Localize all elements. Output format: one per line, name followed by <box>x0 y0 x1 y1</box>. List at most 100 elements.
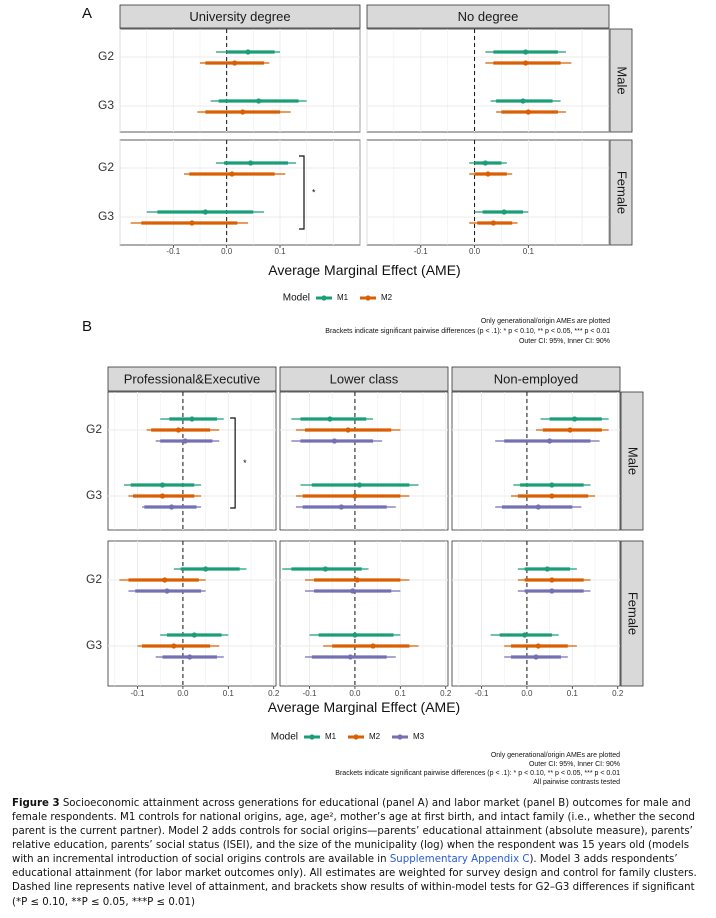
panel-label: B <box>82 318 92 335</box>
point-estimate-m2 <box>162 577 168 583</box>
point-estimate-m2 <box>549 577 555 583</box>
point-estimate-m1 <box>256 98 262 104</box>
x-tick-label: 0.0 <box>177 689 189 698</box>
point-estimate-m3 <box>533 654 539 660</box>
point-estimate-m2 <box>175 427 181 433</box>
point-estimate-m2 <box>240 109 246 115</box>
column-strip-label: Lower class <box>330 371 399 386</box>
point-estimate-m1 <box>571 416 578 422</box>
caption-text-1: Socioeconomic attainment across generati… <box>12 798 696 866</box>
legend-entry-m1: M1 <box>325 732 337 741</box>
point-estimate-m1 <box>549 482 555 488</box>
column-strip <box>107 366 277 392</box>
point-estimate-m3 <box>182 438 188 444</box>
figure-3: A University degree No degree Male Female G2 G… <box>82 4 644 785</box>
y-tick-label: G2 <box>98 49 114 63</box>
point-estimate-m1 <box>523 49 529 55</box>
y-tick-label: G3 <box>98 98 114 112</box>
point-estimate-m3 <box>547 438 553 444</box>
row-strip <box>609 139 633 246</box>
point-estimate-m2 <box>549 493 555 499</box>
x-tick-label: 0.2 <box>268 689 280 698</box>
point-estimate-m1 <box>352 632 358 638</box>
y-tick-label: G3 <box>98 209 114 223</box>
point-estimate-m3 <box>187 654 193 660</box>
column-strip-label: No degree <box>458 9 519 24</box>
x-tick-label: 0.2 <box>612 689 624 698</box>
point-estimate-m1 <box>159 482 166 488</box>
y-tick-label: G3 <box>86 488 102 502</box>
y-tick-label: G2 <box>86 422 102 436</box>
row-strip-label: Male <box>626 447 641 475</box>
caption-text-2: ). Model 3 adds respondents’ educational… <box>12 854 697 908</box>
row-strip-label: Female <box>626 592 641 635</box>
point-estimate-m3 <box>338 504 344 510</box>
x-axis-label: Average Marginal Effect (AME) <box>268 699 460 715</box>
point-estimate-m1 <box>520 98 526 104</box>
point-estimate-m2 <box>159 493 166 499</box>
y-tick-label: G2 <box>86 572 102 586</box>
point-estimate-m3 <box>350 588 356 594</box>
point-estimate-m2 <box>523 60 529 66</box>
point-estimate-m1 <box>482 160 488 166</box>
facet-panel <box>119 139 361 246</box>
supplementary-appendix-link[interactable]: Supplementary Appendix C <box>389 854 530 866</box>
point-estimate-m2 <box>485 171 491 177</box>
chart-note: Brackets indicate significant pairwise d… <box>335 770 620 777</box>
row-strip <box>620 540 644 687</box>
row-strip-label: Male <box>615 66 630 94</box>
point-estimate-m3 <box>168 504 175 510</box>
x-tick-label: -0.1 <box>414 247 428 256</box>
point-estimate-m2 <box>352 493 358 499</box>
point-estimate-m1 <box>322 566 329 572</box>
point-estimate-m2 <box>354 577 360 583</box>
point-estimate-m3 <box>535 504 541 510</box>
point-estimate-m1 <box>501 209 507 215</box>
point-estimate-m1 <box>203 566 209 572</box>
facet-panel <box>119 28 361 133</box>
row-strip <box>609 28 633 133</box>
point-estimate-m1 <box>191 632 197 638</box>
point-estimate-m1 <box>356 482 363 488</box>
point-estimate-m2 <box>525 109 531 115</box>
x-tick-label: -0.1 <box>475 689 489 698</box>
significance-label: * <box>243 458 247 468</box>
x-tick-label: -0.1 <box>166 247 180 256</box>
point-estimate-m2 <box>535 643 541 649</box>
column-strip-label: Non-employed <box>494 371 579 386</box>
x-tick-label: 0.1 <box>223 689 235 698</box>
point-estimate-m2 <box>345 427 351 433</box>
facet-panel <box>279 540 449 687</box>
legend-title: Model <box>283 293 310 304</box>
point-estimate-m1 <box>248 160 254 166</box>
y-tick-label: G2 <box>98 160 114 174</box>
facet-panel <box>107 540 277 687</box>
point-estimate-m1 <box>327 416 333 422</box>
facet-panel <box>366 139 610 246</box>
facet-panel <box>451 540 621 687</box>
legend-entry-m2: M2 <box>381 293 393 302</box>
facet-panel <box>366 28 610 133</box>
point-estimate-m1 <box>522 632 528 638</box>
x-axis-label: Average Marginal Effect (AME) <box>268 262 460 278</box>
x-tick-label: -0.1 <box>303 689 317 698</box>
legend-key-point-m3 <box>397 734 403 740</box>
point-estimate-m1 <box>245 49 251 55</box>
chart-note: Outer CI: 95%, Inner CI: 90% <box>519 338 610 345</box>
x-tick-label: 0.1 <box>567 689 579 698</box>
point-estimate-m1 <box>202 209 208 215</box>
x-tick-label: 0.0 <box>521 689 533 698</box>
legend-entry-m2: M2 <box>369 732 381 741</box>
chart-note: Brackets indicate significant pairwise d… <box>325 328 610 335</box>
point-estimate-m2 <box>490 220 496 226</box>
legend-key-point-m2 <box>353 734 359 740</box>
point-estimate-m2 <box>171 643 177 649</box>
point-estimate-m3 <box>331 438 338 444</box>
legend-title: Model <box>271 732 298 743</box>
column-strip-label: Professional&Executive <box>124 371 261 386</box>
x-tick-label: -0.1 <box>131 689 145 698</box>
x-tick-label: 0.0 <box>349 689 361 698</box>
legend-entry-m3: M3 <box>413 732 425 741</box>
x-tick-label: 0.1 <box>274 247 286 256</box>
significance-bracket <box>299 155 305 230</box>
